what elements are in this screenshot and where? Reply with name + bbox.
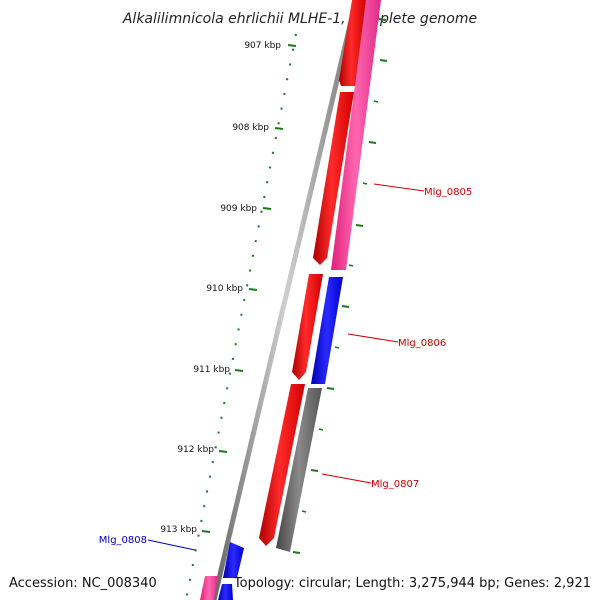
kbp-tick <box>234 369 244 372</box>
leader-line <box>147 539 196 551</box>
gene-arrow-pink-bottom[interactable] <box>200 576 218 600</box>
kbp-label: 907 kbp <box>244 41 281 51</box>
outer-tick <box>368 141 377 144</box>
outer-tick-minor <box>334 346 340 349</box>
genome-backbone <box>211 0 359 600</box>
gene-label-mlg-0805[interactable]: Mlg_0805 <box>424 187 472 198</box>
gene-label-mlg-0807[interactable]: Mlg_0807 <box>371 479 419 490</box>
outer-tick-minor <box>301 510 307 513</box>
gene-arrow-pink[interactable] <box>331 0 381 270</box>
gene-arrow-red-top[interactable] <box>339 0 366 86</box>
kbp-ruler: 907 kbp 908 kbp 909 kbp 910 kbp 911 kbp … <box>160 41 297 535</box>
leader-line <box>321 473 372 484</box>
kbp-label: 911 kbp <box>193 365 230 375</box>
kbp-label: 909 kbp <box>220 204 257 214</box>
outer-tick-minor <box>318 428 324 431</box>
outer-tick-minor <box>373 100 379 103</box>
kbp-label: 912 kbp <box>177 445 214 455</box>
outer-ticks <box>292 18 388 554</box>
gene-arrow-red[interactable] <box>313 92 354 265</box>
gene-label-mlg-0808[interactable]: Mlg_0808 <box>99 535 147 546</box>
topology-text: Topology: circular; Length: 3,275,944 bp… <box>233 576 591 591</box>
gene-arrow-blue[interactable] <box>311 277 343 384</box>
kbp-tick <box>274 127 284 130</box>
outer-strand-genes <box>200 0 381 600</box>
kbp-tick <box>218 450 228 453</box>
inner-ruler-dots <box>185 33 297 600</box>
gene-label-mlg-0806[interactable]: Mlg_0806 <box>398 338 446 349</box>
gene-arrow-gray[interactable] <box>276 388 322 552</box>
gene-arrow-red[interactable] <box>259 384 305 546</box>
kbp-tick <box>248 288 258 291</box>
accession-text: Accession: NC_008340 <box>9 576 157 591</box>
gene-arrow-blue-bottom-2[interactable] <box>218 584 233 600</box>
inner-ruler <box>185 33 297 600</box>
kbp-tick <box>287 44 297 47</box>
outer-tick-minor <box>348 264 354 267</box>
gene-arrow-red[interactable] <box>292 274 323 380</box>
kbp-label: 913 kbp <box>160 525 197 535</box>
kbp-tick <box>201 530 211 533</box>
kbp-tick <box>262 207 272 210</box>
outer-tick-minor <box>362 182 368 185</box>
kbp-label: 908 kbp <box>232 123 269 133</box>
outer-tick <box>310 469 319 472</box>
outer-tick <box>341 305 350 308</box>
inner-strand-genes <box>223 0 366 578</box>
leader-line <box>347 333 399 343</box>
map-title: Alkalilimnicola ehrlichii MLHE-1, comple… <box>122 11 477 27</box>
outer-tick <box>292 551 301 554</box>
outer-tick <box>326 387 335 390</box>
outer-tick <box>355 224 364 227</box>
outer-tick <box>379 59 388 62</box>
outer-tick <box>378 18 387 21</box>
leader-line <box>373 183 425 192</box>
gene-arrow-blue-bottom[interactable] <box>223 542 244 578</box>
gene-labels: Mlg_0805 Mlg_0806 Mlg_0807 Mlg_0808 <box>99 183 472 551</box>
kbp-label: 910 kbp <box>206 284 243 294</box>
